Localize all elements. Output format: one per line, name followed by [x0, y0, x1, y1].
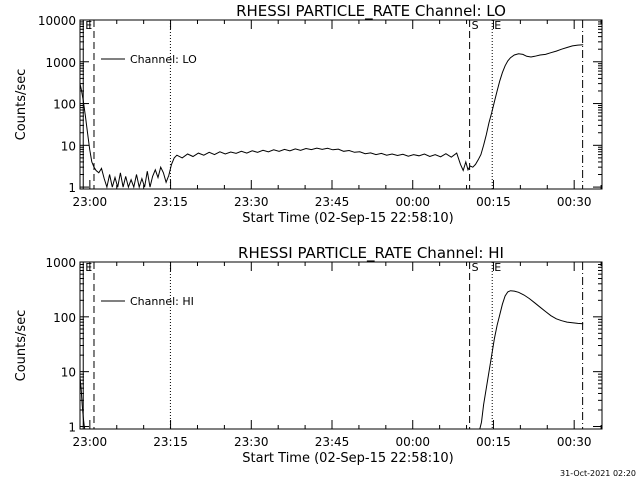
y-axis-label: Counts/sec [14, 69, 29, 141]
x-tick-label: 00:00 [395, 195, 430, 209]
x-tick-label: 00:30 [557, 435, 592, 449]
y-tick-label: 1000 [45, 56, 76, 70]
y-tick-label: 1000 [45, 256, 76, 270]
x-axis-label: Start Time (02-Sep-15 22:58:10) [242, 451, 453, 466]
y-tick-label: 10000 [38, 14, 76, 28]
plot-frame [79, 261, 603, 430]
series-line [79, 376, 86, 430]
chart-title: RHESSI PARTICLE_RATE Channel: HI [238, 244, 504, 263]
chart-panel-lo: RHESSI PARTICLE_RATE Channel: LO Counts/s… [14, 2, 603, 226]
x-tick-label: 00:15 [476, 195, 511, 209]
y-tick-label: 10 [61, 366, 76, 380]
legend-label: Channel: HI [130, 295, 194, 308]
series-line [79, 44, 584, 190]
x-axis-label: Start Time (02-Sep-15 22:58:10) [242, 211, 453, 226]
marker-label: S [472, 19, 479, 32]
x-tick-label: 23:30 [234, 195, 269, 209]
x-tick-label: 23:00 [73, 195, 108, 209]
legend-label: Channel: LO [130, 53, 197, 66]
marker-label: E [494, 19, 501, 32]
plot-frame [79, 19, 603, 190]
y-tick-label: 1 [68, 181, 76, 195]
footer-timestamp: 31-Oct-2021 02:20 [560, 469, 636, 478]
y-tick-label: 100 [53, 311, 76, 325]
y-tick-label: 100 [53, 98, 76, 112]
series-line [479, 290, 584, 430]
x-tick-label: 23:30 [234, 435, 269, 449]
x-tick-label: 23:00 [73, 435, 108, 449]
marker-label: E [85, 261, 92, 274]
x-tick-label: 00:00 [395, 435, 430, 449]
x-tick-label: 23:45 [315, 195, 350, 209]
x-tick-label: 23:15 [153, 435, 188, 449]
chart-title: RHESSI PARTICLE_RATE Channel: LO [236, 2, 506, 21]
x-tick-label: 00:30 [557, 195, 592, 209]
x-tick-label: 23:45 [315, 435, 350, 449]
y-tick-label: 10 [61, 139, 76, 153]
marker-label: E [85, 19, 92, 32]
marker-label: S [472, 261, 479, 274]
y-tick-label: 1 [68, 420, 76, 434]
x-tick-label: 23:15 [153, 195, 188, 209]
chart-panel-hi: RHESSI PARTICLE_RATE Channel: HI Counts/s… [14, 244, 603, 466]
y-axis-label: Counts/sec [14, 310, 29, 382]
marker-label: E [494, 261, 501, 274]
x-tick-label: 00:15 [476, 435, 511, 449]
